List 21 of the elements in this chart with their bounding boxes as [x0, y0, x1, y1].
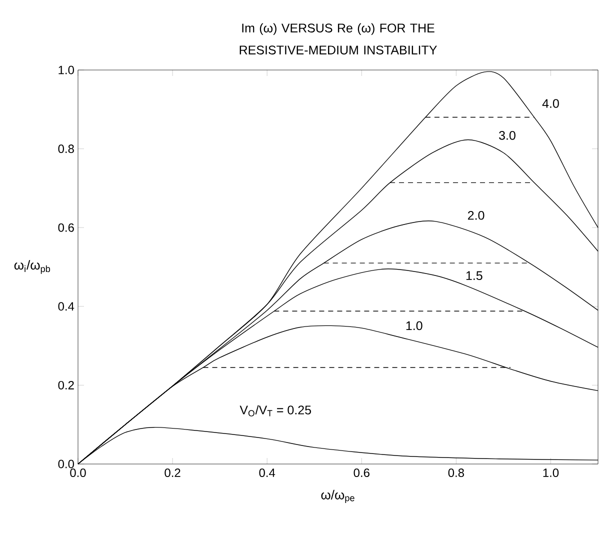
- y-tick-label: 0.8: [58, 144, 74, 154]
- y-tick-label: 0.6: [58, 223, 74, 232]
- x-tick-label: 0.2: [164, 468, 180, 478]
- series-label: 3.0: [499, 130, 516, 140]
- series-label: V$_{O}$/V$_{T}$ = 0.25: [240, 405, 312, 416]
- x-tick-label: 0.8: [448, 468, 464, 478]
- x-tick-label: 0.0: [70, 468, 86, 478]
- series-label: 2.0: [468, 210, 484, 220]
- y-axis-title: ω$_{i}$/ω$_{pb}$: [14, 260, 50, 274]
- series-label: 1.5: [466, 271, 482, 280]
- y-tick-label: 1.0: [58, 66, 74, 74]
- y-tick-label: 0.2: [58, 380, 74, 390]
- x-axis-title: ω/ω$_{pe}$: [321, 490, 354, 503]
- y-tick-label: 0.4: [58, 302, 74, 311]
- x-tick-label: 0.4: [259, 468, 276, 478]
- x-tick-label: 0.6: [354, 468, 370, 478]
- x-tick-label: 1.0: [543, 468, 559, 478]
- series-label: 1.0: [406, 321, 422, 330]
- y-tick-label: 0.0: [58, 460, 74, 468]
- chart-title: Im (ω) VERSUS Re (ω) FOR THE RESISTIVE-MEDIUM INSTABILITY: [240, 23, 437, 54]
- series-label: 4.0: [542, 99, 559, 108]
